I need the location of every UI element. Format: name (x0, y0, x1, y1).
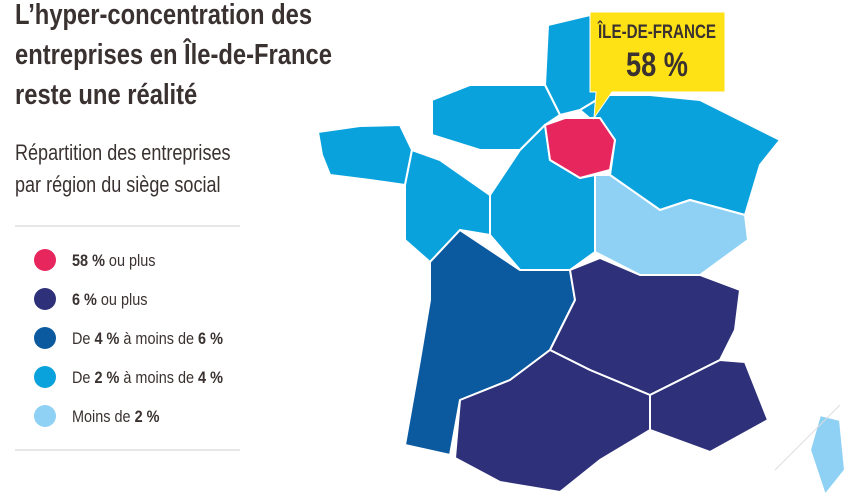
callout-value: 58 % (626, 45, 688, 84)
legend-swatch (34, 288, 56, 310)
legend-label: 6 % ou plus (72, 291, 148, 309)
legend-label: De 4 % à moins de 6 % (72, 330, 223, 348)
legend-text: 58 % (72, 252, 105, 270)
title: L’hyper-concentration des entreprises en… (15, 0, 332, 111)
subtitle: Répartition des entreprises par région d… (15, 141, 231, 197)
legend-text: 6 % (198, 330, 223, 348)
subtitle-line: par région du siège social (15, 173, 221, 197)
legend-text: à moins de (119, 330, 198, 348)
legend-text: 2 % (135, 408, 160, 426)
legend-text: à moins de (119, 369, 198, 387)
legend-item: Moins de 2 % (72, 408, 159, 426)
legend-text: ou plus (97, 291, 148, 309)
legend-text: De (72, 330, 94, 348)
legend-text: 6 % (72, 291, 97, 309)
region (544, 117, 616, 179)
legend-swatch (34, 405, 56, 427)
legend-text: De (72, 369, 94, 387)
subtitle-line: Répartition des entreprises (15, 141, 231, 165)
inset-line (774, 404, 841, 471)
legend-item: 58 % ou plus (72, 252, 156, 270)
title-line: reste une réalité (15, 78, 197, 111)
legend-label: Moins de 2 % (72, 408, 159, 426)
region (809, 414, 846, 496)
region (404, 149, 491, 263)
map (317, 14, 846, 496)
title-line: entreprises en Île-de-France (15, 38, 332, 71)
callout: ÎLE-DE-FRANCE 58 % (589, 11, 726, 120)
title-line: L’hyper-concentration des (15, 0, 312, 31)
legend-text: Moins de (72, 408, 135, 426)
region (317, 124, 413, 186)
callout-box (589, 11, 726, 120)
region (594, 174, 749, 276)
legend-swatch (34, 327, 56, 349)
legend-text: 4 % (94, 330, 119, 348)
legend-item: De 4 % à moins de 6 % (72, 330, 223, 348)
legend-label: De 2 % à moins de 4 % (72, 369, 223, 387)
legend-text: 2 % (94, 369, 119, 387)
region (649, 359, 769, 453)
legend-swatch (34, 366, 56, 388)
legend-swatch (34, 249, 56, 271)
legend-label: 58 % ou plus (72, 252, 156, 270)
legend-text: 4 % (198, 369, 223, 387)
legend-item: 6 % ou plus (72, 291, 148, 309)
callout-region: ÎLE-DE-FRANCE (597, 20, 716, 42)
legend-text: ou plus (105, 252, 156, 270)
legend-item: De 2 % à moins de 4 % (72, 369, 223, 387)
